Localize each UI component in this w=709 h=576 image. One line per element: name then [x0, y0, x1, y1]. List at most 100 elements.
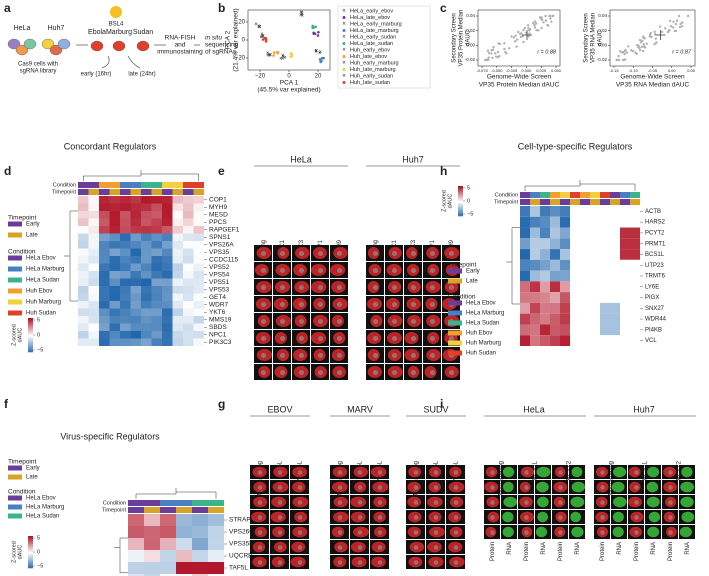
gene-label: NPC1 [209, 331, 227, 338]
gene-label: UTP23 [645, 263, 664, 269]
nucleus [429, 301, 436, 308]
y-tick-label: 0.00 [466, 43, 475, 48]
label: Sudan [133, 29, 153, 36]
heatmap-cell [192, 538, 208, 550]
point [311, 24, 314, 28]
nucleus [279, 318, 286, 325]
time-arrow [101, 55, 110, 69]
heatmap-cell [88, 301, 99, 309]
point [653, 43, 656, 46]
cell [136, 40, 150, 52]
colorbar-tick: −5 [37, 563, 43, 569]
label: Cas9 cells with [18, 62, 58, 68]
heatmap-cell [120, 323, 131, 331]
gene-label: PIK3C3 [209, 339, 232, 346]
cell-image [613, 466, 627, 478]
colorbar-step [28, 547, 33, 550]
heatmap-cell [78, 293, 89, 301]
label: Secondary Screen [452, 13, 458, 62]
point [631, 50, 635, 53]
point [669, 25, 673, 28]
point [491, 48, 495, 52]
heatmap-cell [99, 233, 110, 241]
point [551, 14, 555, 18]
heatmap-cell [590, 335, 600, 346]
heatmap-cell [109, 286, 120, 294]
colorbar-step [28, 345, 33, 348]
point [496, 55, 500, 59]
point: × [266, 53, 270, 59]
heatmap-cell [600, 216, 610, 228]
point: × [254, 22, 258, 28]
x-tick-label: 0.05 [687, 68, 696, 73]
heatmap-cell [560, 270, 570, 282]
point [290, 54, 294, 58]
cell [15, 44, 29, 56]
colorbar-step [28, 558, 33, 561]
heatmap-cell [130, 338, 141, 346]
point [615, 58, 618, 62]
label: HeLa Ebov [466, 301, 496, 307]
heatmap-cell [193, 323, 204, 331]
heatmap-cell [620, 302, 630, 314]
legend-marker [342, 55, 346, 58]
nucleus [277, 470, 283, 475]
heatmap-cell [78, 286, 89, 294]
group-title: Huh7 [402, 154, 424, 164]
heatmap-cell [99, 226, 110, 234]
point: × [259, 35, 263, 41]
nucleus [634, 515, 639, 520]
heatmap-cell [78, 263, 89, 271]
heatmap-cell [620, 313, 630, 325]
nucleus [298, 284, 305, 291]
nucleus [357, 515, 363, 520]
heatmap-cell [550, 249, 560, 260]
heatmap-cell [193, 301, 204, 309]
nucleus [279, 369, 286, 376]
heatmap-cell [550, 238, 560, 250]
nucleus [429, 352, 436, 359]
heatmap-cell [560, 216, 570, 228]
colorbar-step [28, 563, 33, 566]
nucleus [453, 530, 459, 535]
y-tick-label: -0.02 [465, 57, 476, 62]
timepoint-bar [183, 189, 194, 195]
point [635, 52, 638, 55]
nucleus [558, 500, 563, 505]
heatmap-cell [193, 226, 204, 234]
heatmap-cell [128, 562, 144, 574]
point [542, 21, 545, 24]
point [515, 45, 518, 48]
heatmap-cell [183, 196, 194, 204]
point: × [261, 34, 265, 40]
label: PCA 2 [225, 30, 232, 49]
cell [90, 40, 104, 52]
legend-label: HeLa_early_ebov [350, 8, 393, 14]
y-tick-label: -0.02 [597, 57, 608, 62]
timepoint-bar [600, 199, 610, 205]
legend-swatch [8, 266, 22, 272]
label: HeLa Marburg [26, 505, 64, 511]
heatmap-cell [590, 324, 600, 336]
label: Condition [8, 489, 36, 496]
heatmap-cell [99, 218, 110, 226]
point [527, 27, 530, 30]
colorbar-step [28, 329, 33, 332]
point: × [258, 25, 262, 31]
heatmap-cell [590, 206, 600, 217]
nucleus [453, 485, 459, 490]
heatmap-cell [162, 263, 173, 271]
nucleus [377, 530, 383, 535]
nucleus [391, 369, 398, 376]
heatmap-cell [78, 331, 89, 339]
point: × [315, 48, 319, 54]
heatmap-cell [620, 281, 630, 293]
point [316, 34, 320, 37]
heatmap-cell [130, 263, 141, 271]
condition-bar [570, 192, 580, 198]
heatmap-cell [151, 338, 162, 346]
nucleus [377, 470, 383, 475]
heatmap-cell [208, 574, 224, 576]
point [317, 30, 320, 34]
cell-image [535, 526, 548, 538]
